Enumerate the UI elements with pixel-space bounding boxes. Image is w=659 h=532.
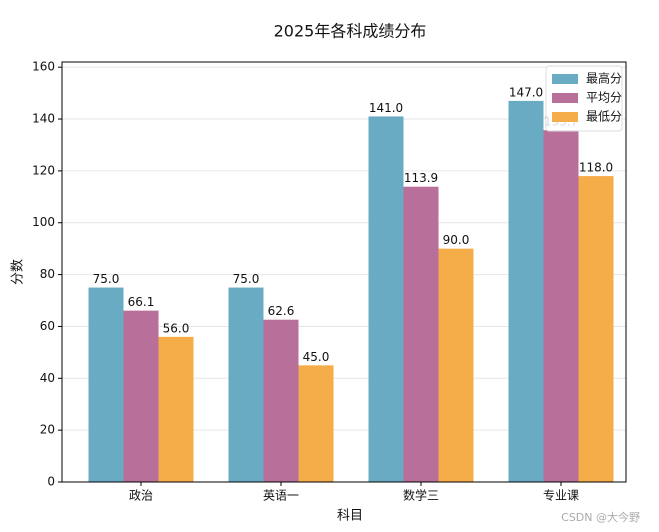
plot-frame	[61, 61, 627, 483]
x-tick-label: 数学三	[403, 488, 439, 503]
value-label: 75.0	[233, 272, 260, 286]
bar	[88, 287, 124, 482]
y-tick-label: 120	[32, 163, 55, 177]
y-tick-label: 80	[40, 267, 55, 281]
y-tick-label: 60	[40, 319, 55, 333]
value-label: 141.0	[369, 101, 403, 115]
watermark: CSDN @大今野	[561, 510, 640, 524]
y-tick-label: 20	[40, 423, 55, 437]
chart-title: 2025年各科成绩分布	[274, 22, 427, 41]
legend-label: 最低分	[586, 110, 622, 124]
x-axis-label: 科目	[337, 509, 363, 524]
value-label: 75.0	[93, 272, 120, 286]
y-tick-label: 100	[32, 215, 55, 229]
bar	[228, 287, 264, 482]
bar	[263, 319, 299, 482]
bar	[158, 336, 194, 482]
value-label: 90.0	[443, 233, 470, 247]
y-tick-label: 0	[47, 475, 55, 489]
y-tick-label: 140	[32, 112, 55, 126]
y-tick-label: 40	[40, 371, 55, 385]
value-label: 113.9	[404, 171, 438, 185]
bar	[438, 248, 474, 482]
bar	[403, 186, 439, 482]
legend-label: 最高分	[586, 71, 622, 86]
legend-swatch	[552, 74, 578, 84]
bar	[298, 365, 334, 482]
bar	[543, 130, 579, 482]
legend-label: 平均分	[586, 91, 622, 105]
x-tick-label: 政治	[129, 489, 153, 503]
y-axis-label: 分数	[11, 259, 26, 285]
value-label: 62.6	[268, 304, 295, 318]
value-label: 45.0	[303, 350, 330, 364]
bar	[368, 116, 404, 482]
bar	[123, 310, 159, 482]
x-tick-label: 专业课	[543, 488, 579, 503]
bar	[578, 176, 614, 482]
y-tick-label: 160	[32, 60, 55, 74]
value-label: 66.1	[128, 295, 155, 309]
value-label: 147.0	[509, 85, 543, 99]
value-label: 56.0	[163, 321, 190, 335]
legend-swatch	[552, 93, 578, 103]
value-label: 118.0	[579, 161, 613, 175]
x-tick-label: 英语一	[263, 489, 299, 503]
legend-swatch	[552, 112, 578, 122]
bar	[508, 100, 544, 482]
